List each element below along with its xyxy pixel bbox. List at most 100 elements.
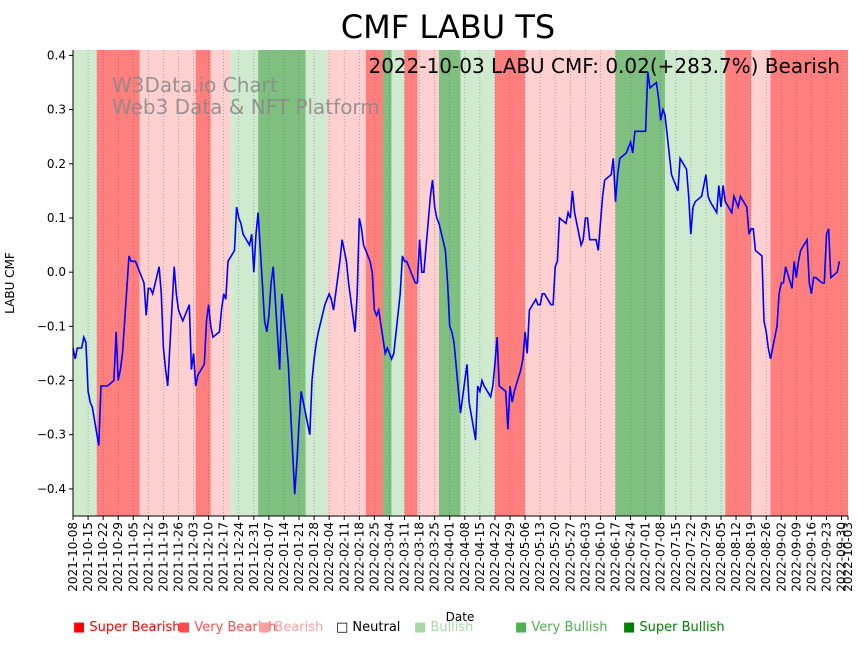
x-tick-label: 2022-08-26: [759, 522, 773, 592]
regime-band-bullish: [230, 50, 259, 516]
regime-band-very_bearish: [365, 50, 383, 516]
regime-band-bearish: [210, 50, 231, 516]
x-tick-label: 2022-01-07: [262, 522, 276, 592]
x-tick-label: 2022-05-20: [548, 522, 562, 592]
watermark-line-2: Web3 Data & NFT Platform: [112, 95, 380, 119]
x-tick-label: 2021-12-24: [232, 522, 246, 592]
x-tick-label: 2022-01-28: [307, 522, 321, 592]
y-tick-label: 0.4: [47, 48, 66, 62]
x-tick-label: 2022-04-29: [503, 522, 517, 592]
x-tick-label: 2022-09-09: [789, 522, 803, 592]
x-tick-label: 2021-10-22: [96, 522, 110, 592]
x-tick-label: 2021-11-05: [126, 522, 140, 592]
legend-item: □ Neutral: [336, 620, 401, 635]
regime-band-very_bullish: [637, 50, 666, 516]
x-tick-label: 2021-11-12: [141, 522, 155, 592]
x-tick-label: 2022-07-15: [669, 522, 683, 592]
x-tick-label: 2022-03-11: [398, 522, 412, 592]
x-tick-label: 2022-02-04: [322, 522, 336, 592]
regime-band-bullish: [665, 50, 706, 516]
regime-band-very_bearish: [96, 50, 114, 516]
x-tick-label: 2022-08-12: [729, 522, 743, 592]
legend-item: ■ Very Bullish: [515, 620, 608, 635]
x-tick-label: 2022-09-16: [804, 522, 818, 592]
x-tick-label: 2021-12-31: [247, 522, 261, 592]
x-tick-label: 2021-12-17: [217, 522, 231, 592]
x-tick-label: 2022-01-21: [292, 522, 306, 592]
x-tick-label: 2022-02-25: [367, 522, 381, 592]
x-tick-label: 2021-11-19: [156, 522, 170, 592]
x-tick-label: 2022-02-11: [337, 522, 351, 592]
regime-band-very_bearish: [725, 50, 752, 516]
legend-item: ■ Super Bearish: [73, 620, 181, 635]
x-tick-label: 2022-09-02: [774, 522, 788, 592]
regime-band-bearish: [139, 50, 196, 516]
x-tick-label: 2022-06-17: [609, 522, 623, 592]
x-tick-label: 2022-04-01: [443, 522, 457, 592]
legend: ■ Super Bearish ■ Very Bearish ■ Bearish □ …: [0, 618, 867, 640]
x-tick-label: 2022-08-19: [744, 522, 758, 592]
legend-item: ■ Very Bearish: [178, 620, 277, 635]
regime-band-bearish: [751, 50, 771, 516]
regime-band-bullish: [305, 50, 328, 516]
x-tick-label: 2022-06-03: [578, 522, 592, 592]
x-tick-label: 2022-07-01: [639, 522, 653, 592]
regime-band-bearish: [327, 50, 366, 516]
x-tick-label: 2022-05-27: [563, 522, 577, 592]
x-tick-label: 2021-10-15: [81, 522, 95, 592]
legend-item: ■ Super Bullish: [623, 620, 725, 635]
axes: −0.4 −0.3 −0.2 −0.1 0.0 0.1 0.2 0.3 0.4 2021-10-0…: [37, 48, 855, 591]
x-tick-label: 2021-12-10: [202, 522, 216, 592]
regime-band-bearish: [417, 50, 439, 516]
x-tick-label: 2022-02-18: [352, 522, 366, 592]
x-tick-label: 2022-03-18: [413, 522, 427, 592]
x-tick-label: 2022-05-06: [518, 522, 532, 592]
regime-band-very_bullish: [383, 50, 392, 516]
series-line-group: [72, 71, 841, 495]
x-tick-label: 2021-10-29: [111, 522, 125, 592]
regime-band-very_bearish: [494, 50, 526, 516]
regime-band-bearish: [555, 50, 616, 516]
x-tick-label: 2022-08-05: [714, 522, 728, 592]
chart-title: CMF LABU TS: [341, 8, 555, 46]
y-tick-label: 0.3: [47, 103, 66, 117]
y-tick-label: −0.2: [37, 374, 66, 388]
y-tick-label: 0.0: [47, 265, 66, 279]
regime-band-very_bearish: [195, 50, 211, 516]
x-tick-label: 2022-06-24: [624, 522, 638, 592]
regime-band-bullish: [391, 50, 405, 516]
regime-band-bullish: [705, 50, 726, 516]
x-tick-label: 2021-12-03: [187, 522, 201, 592]
latest-value-annotation: 2022-10-03 LABU CMF: 0.02(+283.7%) Beari…: [368, 54, 840, 78]
x-axis-label: Date: [446, 610, 475, 624]
x-tick-label: 2022-06-10: [593, 522, 607, 592]
y-tick-label: −0.1: [37, 319, 66, 333]
legend-item: ■ Bullish: [414, 620, 474, 635]
x-tick-label: 2022-09-23: [819, 522, 833, 592]
y-tick-label: 0.1: [47, 211, 66, 225]
x-tick-label: 2022-04-15: [473, 522, 487, 592]
x-tick-label: 2022-03-04: [382, 522, 396, 592]
y-tick-label: 0.2: [47, 157, 66, 171]
x-tick-label: 2022-04-22: [488, 522, 502, 592]
y-tick-label: −0.4: [37, 482, 66, 496]
regime-band-bullish: [460, 50, 495, 516]
regime-band-very_bullish: [615, 50, 638, 516]
x-tick-label: 2022-10-03: [841, 522, 855, 592]
regime-band-very_bearish: [404, 50, 418, 516]
x-tick-label: 2022-05-13: [533, 522, 547, 592]
x-tick-label: 2022-09-30: [835, 522, 849, 592]
x-tick-label: 2022-07-22: [684, 522, 698, 592]
legend-item: ■ Bearish: [258, 620, 324, 635]
regime-band-bearish: [525, 50, 556, 516]
y-axis-label: LABU CMF: [3, 252, 17, 314]
x-tick-label: 2021-10-08: [66, 522, 80, 592]
x-tick-label: 2022-07-29: [699, 522, 713, 592]
x-tick-label: 2022-04-08: [458, 522, 472, 592]
regime-band-very_bullish: [438, 50, 461, 516]
y-tick-label: −0.3: [37, 428, 66, 442]
watermark-line-1: W3Data.io Chart: [112, 73, 278, 97]
x-tick-label: 2022-01-14: [277, 522, 291, 592]
x-tick-label: 2022-03-25: [428, 522, 442, 592]
